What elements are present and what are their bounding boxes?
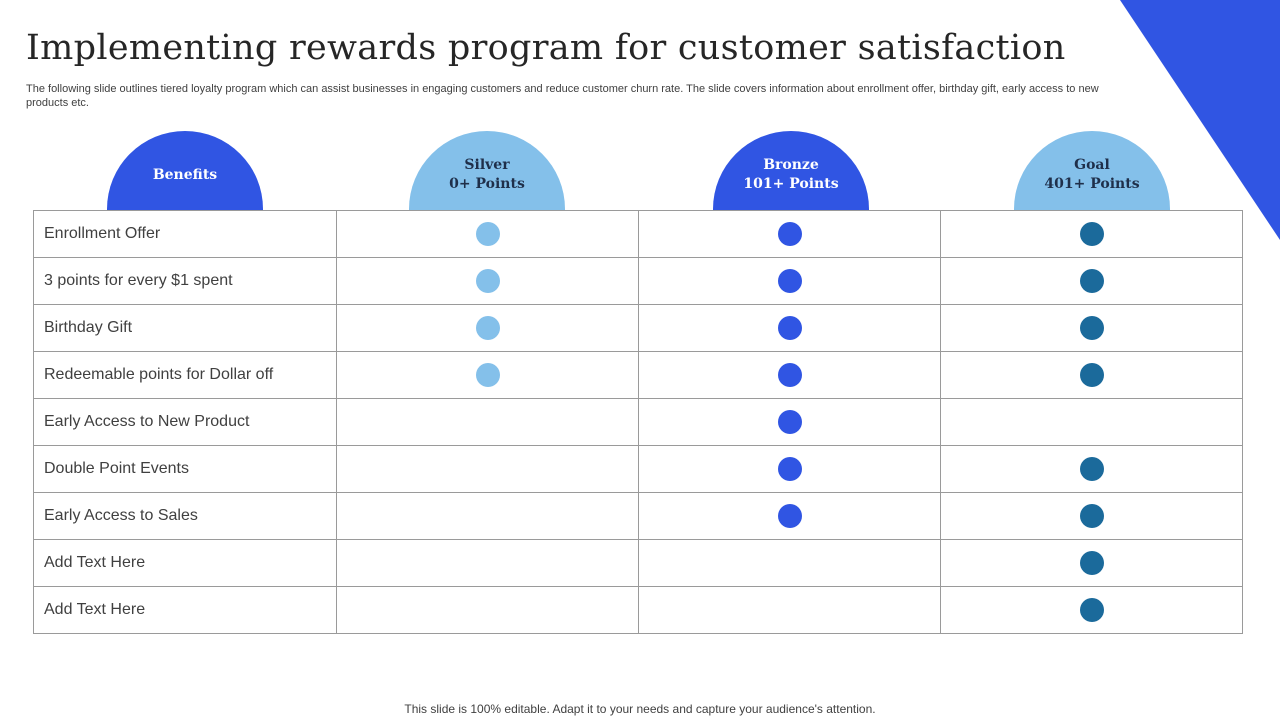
table-row: Redeemable points for Dollar off [33,351,1243,399]
bronze-tier-cell [638,351,941,399]
gold-filled-circle-icon [1079,316,1104,340]
table-row: Early Access to New Product [33,398,1243,446]
table-row: Add Text Here [33,586,1243,634]
gold-tier-cell [940,492,1243,540]
bronze-filled-circle-icon [777,504,802,528]
gold-filled-circle-icon [1079,363,1104,387]
silver-filled-circle-icon [475,222,500,246]
rewards-table: Enrollment Offer 3 points for every $1 sp… [33,210,1243,634]
bronze-tier-header: Bronze 101+ Points [713,131,869,211]
benefit-label: Early Access to New Product [33,398,337,446]
silver-filled-circle-icon [475,316,500,340]
gold-filled-circle-icon [1079,222,1104,246]
gold-filled-circle-icon [1079,457,1104,481]
silver-tier-cell [336,492,639,540]
silver-tier-cell [336,398,639,446]
bronze-tier-cell [638,398,941,446]
bronze-filled-circle-icon [777,269,802,293]
bronze-filled-circle-icon [777,222,802,246]
bronze-filled-circle-icon [777,363,802,387]
silver-tier-cell [336,539,639,587]
bronze-tier-cell [638,445,941,493]
gold-tier-cell [940,304,1243,352]
slide-subtitle: The following slide outlines tiered loya… [26,83,1099,109]
table-row: Add Text Here [33,539,1243,587]
table-row: Double Point Events [33,445,1243,493]
bronze-tier-cell [638,586,941,634]
benefit-label: 3 points for every $1 spent [33,257,337,305]
table-row: Birthday Gift [33,304,1243,352]
benefit-label: Double Point Events [33,445,337,493]
benefit-label: Redeemable points for Dollar off [33,351,337,399]
table-row: 3 points for every $1 spent [33,257,1243,305]
silver-tier-cell [336,210,639,258]
gold-tier-cell [940,586,1243,634]
gold-tier-cell [940,257,1243,305]
gold-filled-circle-icon [1079,504,1104,528]
silver-filled-circle-icon [475,363,500,387]
silver-tier-cell [336,257,639,305]
silver-tier-cell [336,586,639,634]
gold-tier-cell [940,210,1243,258]
benefit-label: Add Text Here [33,586,337,634]
silver-filled-circle-icon [475,269,500,293]
benefit-label: Add Text Here [33,539,337,587]
table-row: Enrollment Offer [33,210,1243,258]
benefits-header: Benefits [107,131,263,211]
bronze-tier-cell [638,539,941,587]
bronze-tier-cell [638,257,941,305]
silver-tier-cell [336,304,639,352]
bronze-filled-circle-icon [777,316,802,340]
silver-tier-header: Silver 0+ Points [409,131,565,211]
bronze-tier-cell [638,304,941,352]
benefit-label: Enrollment Offer [33,210,337,258]
bronze-tier-cell [638,492,941,540]
gold-filled-circle-icon [1079,551,1104,575]
silver-tier-cell [336,351,639,399]
gold-filled-circle-icon [1079,598,1104,622]
bronze-filled-circle-icon [777,410,802,434]
benefit-label: Birthday Gift [33,304,337,352]
bronze-tier-cell [638,210,941,258]
table-row: Early Access to Sales [33,492,1243,540]
gold-tier-cell [940,351,1243,399]
bronze-filled-circle-icon [777,457,802,481]
slide-footer: This slide is 100% editable. Adapt it to… [404,702,876,716]
gold-tier-cell [940,539,1243,587]
gold-tier-cell [940,398,1243,446]
benefit-label: Early Access to Sales [33,492,337,540]
gold-tier-cell [940,445,1243,493]
gold-tier-header: Goal 401+ Points [1014,131,1170,211]
slide-title: Implementing rewards program for custome… [26,28,1066,68]
rewards-table-body: Enrollment Offer 3 points for every $1 sp… [33,210,1243,634]
gold-filled-circle-icon [1079,269,1104,293]
silver-tier-cell [336,445,639,493]
